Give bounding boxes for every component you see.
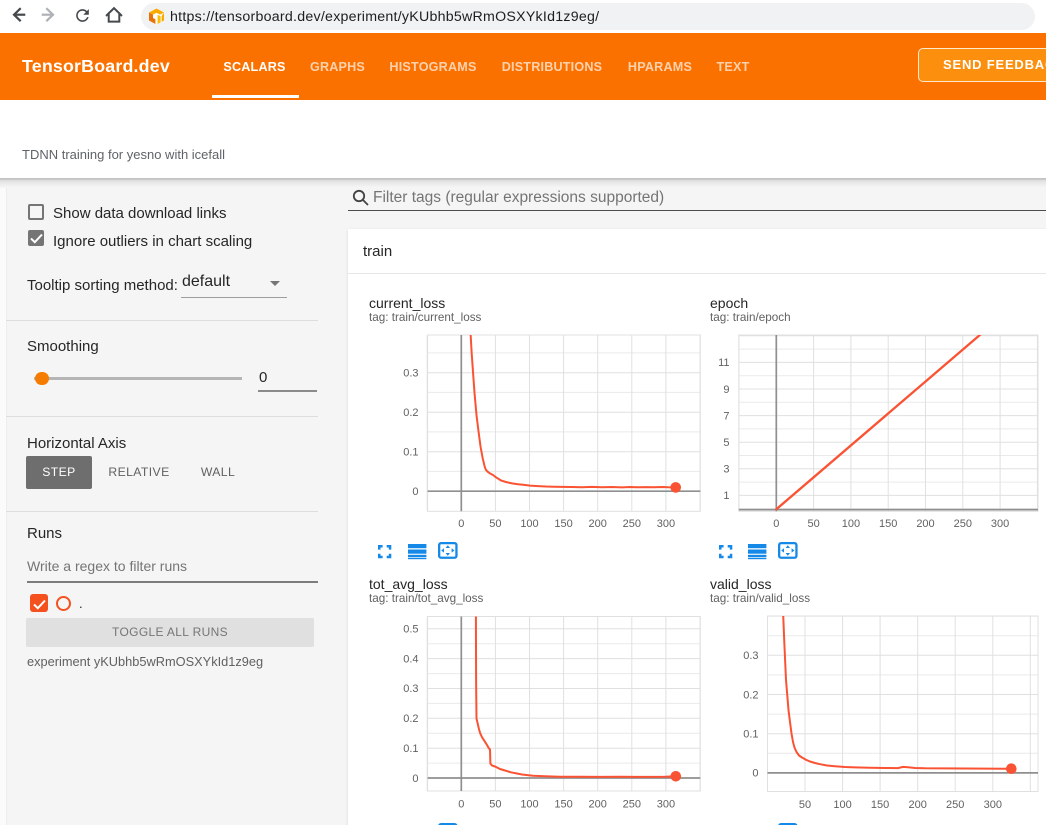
svg-text:0.3: 0.3 [743,650,758,662]
svg-text:150: 150 [879,518,897,530]
svg-text:0.5: 0.5 [403,624,418,636]
svg-text:250: 250 [954,518,972,530]
svg-text:0: 0 [773,518,779,530]
svg-text:11: 11 [718,357,729,369]
svg-text:3: 3 [723,464,729,476]
svg-text:150: 150 [554,518,572,530]
svg-text:250: 250 [946,799,964,811]
svg-text:200: 200 [909,799,927,811]
svg-text:100: 100 [842,518,860,530]
svg-text:300: 300 [657,799,675,811]
svg-text:300: 300 [657,518,675,530]
svg-text:5: 5 [723,437,729,449]
svg-text:0.1: 0.1 [743,729,758,741]
svg-text:300: 300 [991,518,1009,530]
svg-text:150: 150 [554,799,572,811]
svg-text:9: 9 [723,384,729,396]
svg-text:200: 200 [589,799,607,811]
svg-text:50: 50 [799,799,811,811]
svg-text:0.3: 0.3 [403,368,418,380]
svg-text:0.2: 0.2 [743,689,758,701]
svg-text:100: 100 [833,799,851,811]
svg-text:50: 50 [489,518,501,530]
svg-text:100: 100 [520,518,538,530]
svg-text:0: 0 [458,518,464,530]
svg-text:0.1: 0.1 [403,447,418,459]
svg-text:300: 300 [984,799,1002,811]
svg-text:150: 150 [871,799,889,811]
svg-text:250: 250 [623,799,641,811]
svg-text:0.3: 0.3 [403,683,418,695]
svg-text:0.4: 0.4 [403,653,418,665]
svg-text:0.2: 0.2 [403,407,418,419]
svg-text:7: 7 [723,410,729,422]
svg-text:200: 200 [916,518,934,530]
svg-text:1: 1 [723,490,729,502]
svg-text:0.2: 0.2 [403,713,418,725]
svg-text:50: 50 [489,799,501,811]
svg-text:50: 50 [807,518,819,530]
svg-text:0: 0 [458,799,464,811]
svg-text:0.1: 0.1 [403,743,418,755]
svg-text:0: 0 [412,773,418,785]
svg-text:250: 250 [623,518,641,530]
svg-text:0: 0 [752,768,758,780]
svg-text:0: 0 [412,486,418,498]
svg-text:200: 200 [589,518,607,530]
svg-text:100: 100 [520,799,538,811]
